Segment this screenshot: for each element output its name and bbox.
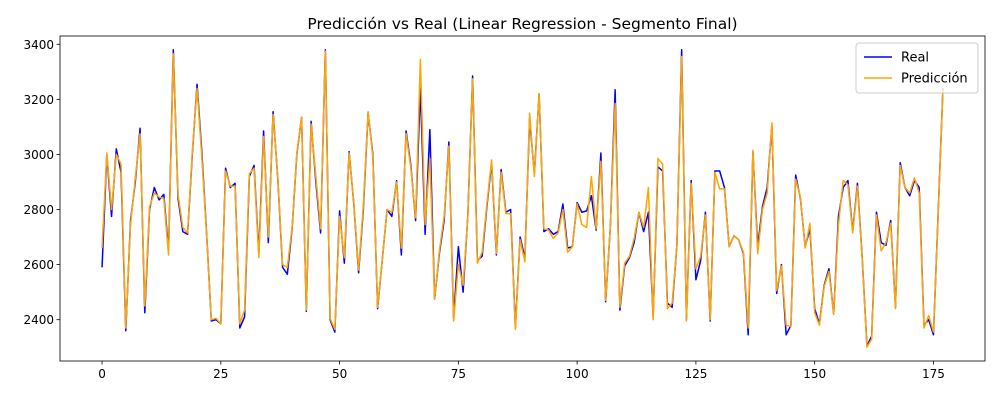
legend-label: Real — [901, 51, 929, 66]
x-tick-label: 175 — [922, 367, 945, 381]
x-tick-label: 150 — [803, 367, 826, 381]
legend-box — [855, 42, 979, 94]
plot-area — [101, 49, 944, 348]
legend: Real Predicción — [855, 42, 979, 94]
axes: 0 25 50 75 100 125 150 175 2400 2600 2800 3000 3200 3… — [23, 35, 986, 381]
axes-frame — [59, 35, 986, 362]
y-tick-label: 3400 — [23, 38, 54, 52]
chart-title: Predicción vs Real (Linear Regression - … — [307, 15, 737, 33]
x-tick-label: 0 — [98, 367, 106, 381]
y-tick-label: 2600 — [23, 258, 54, 272]
x-tick-label: 75 — [451, 367, 466, 381]
y-tick-label: 3000 — [23, 148, 54, 162]
x-tick-label: 50 — [332, 367, 347, 381]
y-tick-label: 3200 — [23, 93, 54, 107]
legend-label: Predicción — [901, 72, 968, 87]
y-tick-label: 2400 — [23, 313, 54, 327]
y-tick-label: 2800 — [23, 203, 54, 217]
x-tick-label: 25 — [213, 367, 228, 381]
x-tick-label: 100 — [566, 367, 589, 381]
x-tick-label: 125 — [684, 367, 707, 381]
series-line-prediccion — [101, 50, 944, 348]
